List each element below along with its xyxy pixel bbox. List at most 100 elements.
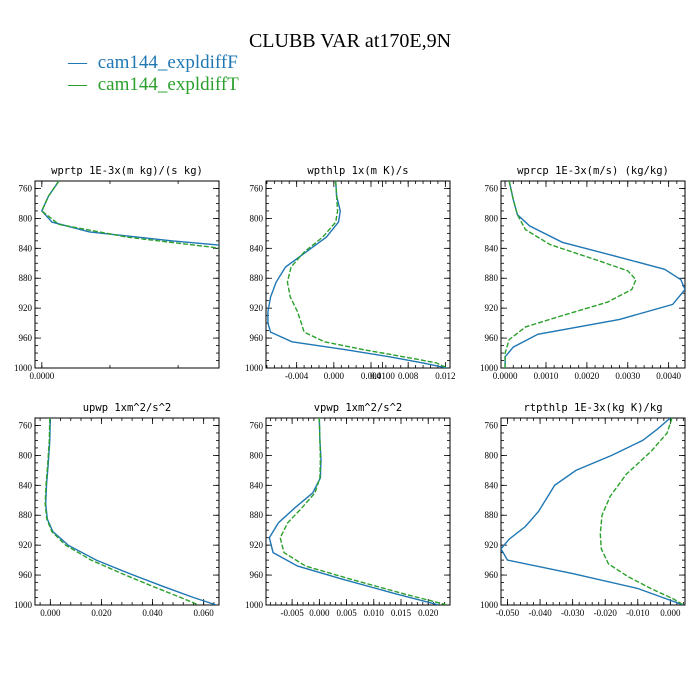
x-tick-label: 0.015 (391, 608, 412, 618)
x-tick-label: -0.004 (285, 371, 309, 381)
series-line-expldiffT (279, 418, 448, 605)
y-tick-label: 960 (250, 333, 264, 343)
plot-frame (500, 180, 686, 369)
y-tick-label: 920 (19, 540, 33, 550)
x-tick-label: -0.020 (594, 608, 618, 618)
legend-item-2: — cam144_expldiffT (67, 74, 239, 95)
panel-6: rtpthlp 1E-3x(kg K)/kg 760 800 840 880 920 960… (480, 402, 686, 618)
y-tick-label: 1000 (14, 600, 33, 610)
series-line-expldiffT (44, 418, 199, 605)
panel-3: wprcp 1E-3x(m/s) (kg/kg) 760 800 840 880 920 9… (480, 165, 686, 381)
panel-title: wprtp 1E-3x(m kg)/(s kg) (51, 165, 203, 177)
y-tick-label: 880 (19, 510, 33, 520)
y-tick-label: 920 (250, 303, 264, 313)
series-line-expldiffF (504, 181, 685, 368)
x-tick-label: 0.0000 (493, 371, 518, 381)
y-tick-label: 960 (19, 333, 33, 343)
panel-title: rtpthlp 1E-3x(kg K)/kg (523, 402, 662, 414)
legend-item-1: — cam144_expldiffF (67, 52, 238, 73)
series-line-expldiffT (286, 181, 448, 368)
x-tick-label: -0.005 (281, 608, 305, 618)
panel-1: wprtp 1E-3x(m kg)/(s kg) 760 800 840 880 920 9… (14, 165, 395, 381)
x-tick-label: 0.000 (309, 608, 330, 618)
y-tick-label: 920 (485, 303, 499, 313)
y-tick-label: 840 (19, 243, 33, 253)
legend: — cam144_expldiffF — cam144_expldiffT (67, 52, 239, 95)
x-tick-label: -0.040 (528, 608, 552, 618)
x-tick-label: 0.0100 (370, 371, 395, 381)
y-tick-label: 800 (250, 450, 264, 460)
y-tick-label: 760 (485, 420, 499, 430)
panel-5: vpwp 1xm^2/s^2 760 800 840 880 920 960 1000 -0.0… (245, 402, 451, 618)
x-tick-label: 0.000 (324, 371, 345, 381)
y-tick-label: 1000 (245, 363, 264, 373)
y-tick-label: 760 (19, 183, 33, 193)
x-tick-label: 0.012 (435, 371, 455, 381)
series-line-expldiffT (40, 181, 219, 249)
series-line-expldiffF (40, 181, 219, 246)
x-tick-label: 0.060 (194, 608, 215, 618)
x-tick-label: 0.0030 (615, 371, 640, 381)
x-tick-label: 0.008 (398, 371, 419, 381)
y-tick-label: 880 (19, 273, 33, 283)
y-tick-label: 800 (250, 213, 264, 223)
y-tick-label: 920 (250, 540, 264, 550)
plot-frame (500, 417, 686, 606)
y-tick-label: 840 (250, 480, 264, 490)
x-tick-label: 0.0010 (534, 371, 559, 381)
y-tick-label: 840 (485, 243, 499, 253)
y-tick-label: 880 (485, 273, 499, 283)
legend-marker-1: — (67, 52, 88, 73)
y-tick-label: 960 (485, 570, 499, 580)
y-tick-label: 1000 (480, 363, 499, 373)
x-tick-label: 0.000 (40, 608, 61, 618)
x-tick-label: 0.005 (336, 608, 357, 618)
plot-frame (34, 417, 220, 606)
x-tick-label: 0.010 (364, 608, 385, 618)
x-tick-label: 0.0020 (574, 371, 599, 381)
y-tick-label: 1000 (245, 600, 264, 610)
panel-grid: wprtp 1E-3x(m kg)/(s kg) 760 800 840 880 920 9… (14, 165, 686, 618)
series-line-expldiffT (504, 181, 637, 368)
plot-frame (265, 180, 451, 369)
x-tick-label: 0.0040 (656, 371, 681, 381)
x-tick-label: 0.020 (418, 608, 439, 618)
plot-frame (265, 417, 451, 606)
x-tick-label: 0.0000 (29, 371, 54, 381)
y-tick-label: 880 (485, 510, 499, 520)
y-tick-label: 920 (19, 303, 33, 313)
y-tick-label: 760 (250, 183, 264, 193)
y-tick-label: 960 (250, 570, 264, 580)
legend-marker-2: — (67, 74, 88, 95)
y-tick-label: 880 (250, 510, 264, 520)
series-line-expldiffF (267, 181, 448, 368)
y-tick-label: 880 (250, 273, 264, 283)
y-tick-label: 920 (485, 540, 499, 550)
y-tick-label: 960 (19, 570, 33, 580)
x-tick-label: -0.030 (561, 608, 585, 618)
panel-title: vpwp 1xm^2/s^2 (314, 402, 403, 414)
y-tick-label: 840 (250, 243, 264, 253)
y-tick-label: 840 (485, 480, 499, 490)
panel-title: upwp 1xm^2/s^2 (83, 402, 172, 414)
y-tick-label: 760 (485, 183, 499, 193)
panel-title: wpthlp 1x(m K)/s (307, 165, 408, 177)
y-tick-label: 840 (19, 480, 33, 490)
y-tick-label: 960 (485, 333, 499, 343)
x-tick-label: 0.040 (142, 608, 163, 618)
x-tick-label: 0.020 (91, 608, 112, 618)
y-tick-label: 1000 (14, 363, 33, 373)
plot-frame (34, 180, 220, 369)
legend-label-2: cam144_expldiffT (98, 74, 239, 95)
x-tick-label: 0.000 (660, 608, 681, 618)
panel-title: wprcp 1E-3x(m/s) (kg/kg) (517, 165, 669, 177)
y-tick-label: 760 (19, 420, 33, 430)
y-tick-label: 1000 (480, 600, 499, 610)
figure-title: CLUBB VAR at170E,9N (249, 30, 451, 52)
panel-2: wpthlp 1x(m K)/s 760 800 840 880 920 960 1000 -0… (245, 165, 455, 381)
series-line-expldiffT (599, 418, 684, 605)
series-line-expldiffF (268, 418, 440, 605)
x-tick-label: 0.004 (361, 371, 382, 381)
y-tick-label: 800 (19, 213, 33, 223)
